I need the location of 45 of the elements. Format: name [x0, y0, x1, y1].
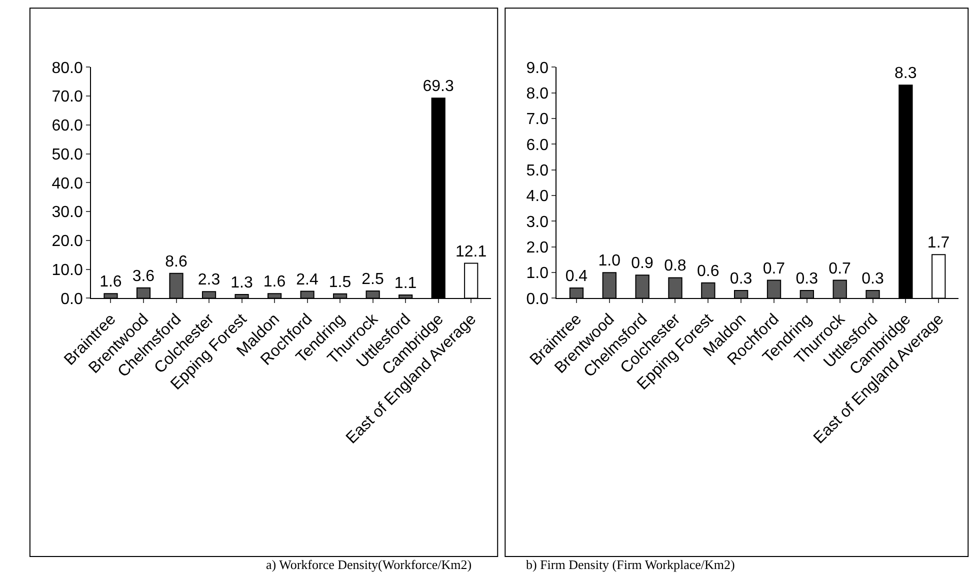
y-tick-label: 4.0	[526, 188, 549, 206]
data-label: 1.0	[598, 252, 621, 270]
y-tick-label: 9.0	[526, 60, 549, 77]
y-tick-label: 8.0	[526, 85, 549, 102]
y-tick-label: 6.0	[526, 136, 549, 154]
data-label: 3.6	[132, 268, 155, 285]
data-label: 1.3	[230, 274, 253, 292]
data-label: 0.9	[631, 255, 654, 272]
data-label: 2.4	[296, 271, 318, 288]
data-label: 0.3	[796, 270, 818, 288]
y-tick-label: 50.0	[52, 146, 83, 164]
data-label: 1.5	[328, 274, 352, 291]
y-tick-label: 2.0	[526, 239, 549, 256]
data-label: 2.3	[198, 272, 220, 289]
data-label: 8.6	[165, 253, 188, 270]
data-label: 8.3	[894, 65, 917, 82]
text: a) Workforce Density(Workforce/Km2)	[266, 557, 472, 572]
data-label: 1.7	[927, 234, 950, 252]
y-tick-label: 10.0	[52, 262, 83, 279]
text: b) Firm Density (Firm Workplace/Km2)	[526, 557, 735, 572]
y-tick-label: 60.0	[52, 118, 83, 135]
data-label: 0.4	[565, 268, 588, 285]
data-label: 0.7	[762, 260, 786, 278]
data-label: 1.1	[394, 275, 417, 292]
y-tick-label: 3.0	[526, 214, 549, 231]
data-label: 0.3	[730, 270, 752, 288]
y-tick-label: 30.0	[52, 204, 83, 222]
data-label: 0.6	[697, 262, 720, 280]
data-label: 0.7	[828, 260, 852, 278]
y-tick-label: 70.0	[52, 88, 83, 106]
data-label: 1.6	[100, 274, 122, 291]
y-tick-label: 40.0	[52, 175, 83, 192]
data-label: 69.3	[422, 78, 454, 96]
y-tick-label: 0.0	[526, 290, 549, 308]
data-label: 0.8	[664, 258, 686, 275]
y-tick-label: 1.0	[526, 265, 549, 282]
data-label: 2.5	[362, 271, 384, 288]
data-label: 0.3	[862, 270, 884, 288]
y-tick-label: 80.0	[52, 60, 83, 77]
y-tick-label: 7.0	[526, 111, 549, 128]
y-tick-label: 0.0	[60, 290, 83, 308]
y-tick-label: 5.0	[526, 162, 549, 180]
y-tick-label: 20.0	[52, 233, 83, 250]
data-label: 12.1	[455, 243, 487, 260]
data-label: 1.6	[263, 274, 286, 291]
